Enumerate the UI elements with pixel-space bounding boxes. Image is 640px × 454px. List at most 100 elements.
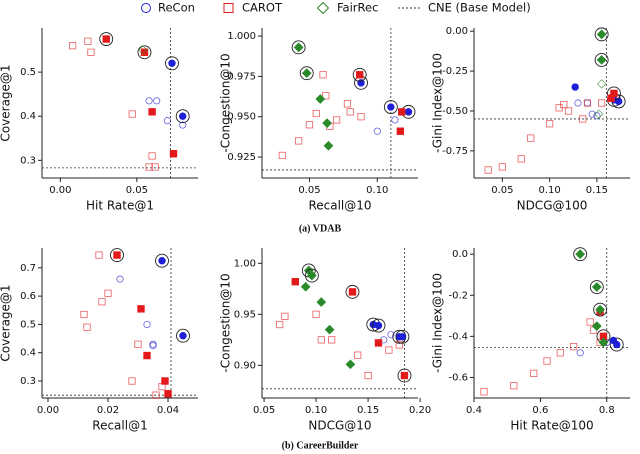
point (527, 134, 535, 142)
caption: (b) CareerBuilder (282, 440, 359, 451)
y-tick-label: 0.950 (227, 112, 256, 123)
point (333, 116, 341, 124)
panel: 0.00 0.05 0.3 0.4 0.5 Hit Rate@1 Coverage@1 (0, 28, 198, 213)
point (576, 349, 584, 357)
y-tick-label: 1.00 (234, 258, 256, 269)
point (591, 282, 602, 292)
x-tick-label: 0.00 (49, 185, 71, 196)
point (317, 336, 325, 344)
point (588, 110, 596, 118)
point (357, 113, 365, 121)
x-tick-label: 0.20 (409, 405, 431, 416)
point (301, 68, 312, 79)
y-axis-label: Coverage@1 (0, 64, 13, 141)
y-tick-label: 0.4 (20, 348, 36, 359)
point (556, 349, 564, 357)
point (322, 118, 332, 129)
point (276, 320, 284, 329)
point-ring (589, 280, 604, 294)
point-ring (137, 45, 152, 60)
caption: (a) VDAB (299, 223, 342, 234)
point-ring (304, 268, 319, 283)
panel: 0.05 0.10 0.925 0.950 0.975 1.000 Recall@10 -Co… (219, 28, 418, 213)
point (95, 251, 103, 259)
y-tick-label: -0.75 (442, 146, 468, 157)
point (364, 371, 372, 380)
x-axis-label: Recall@1 (92, 419, 147, 433)
point (517, 155, 525, 163)
point (607, 94, 615, 102)
panel: 0.05 0.10 0.15 0.20 0.90 0.95 1.00 NDCG@10 -Cong… (219, 248, 431, 433)
point-ring (165, 56, 179, 71)
y-tick-label: 0.6 (20, 291, 36, 302)
point-ring (345, 284, 360, 299)
y-tick-label: 0.4 (20, 111, 36, 122)
y-tick-label: 1.000 (227, 31, 256, 42)
point (395, 341, 403, 349)
legend-label: CNE (Base Model) (428, 1, 531, 15)
y-tick-label: 0.7 (20, 263, 36, 274)
point-ring (291, 40, 306, 55)
x-tick-label: 0.05 (491, 185, 513, 196)
point (543, 357, 551, 365)
point (312, 109, 320, 118)
point (575, 249, 586, 260)
point (348, 288, 357, 296)
x-tick-label: 0.05 (298, 185, 320, 196)
x-tick-label: 0.10 (366, 185, 388, 196)
point-ring (175, 109, 190, 124)
point (609, 336, 618, 345)
point-ring (110, 248, 124, 263)
point (179, 121, 187, 129)
y-tick-label: 0.925 (227, 152, 256, 163)
x-axis-label: Recall@10 (308, 199, 371, 213)
y-axis-label: Coverage@1 (0, 284, 13, 361)
point (128, 110, 136, 118)
point (295, 137, 303, 145)
point (312, 310, 320, 318)
x-tick-label: 0.02 (97, 405, 119, 416)
point (128, 377, 136, 385)
point-ring (594, 27, 609, 42)
point (343, 100, 352, 108)
x-tick-label: 0.6 (532, 405, 548, 416)
point (404, 108, 413, 116)
point (546, 120, 554, 128)
point (583, 99, 592, 107)
legend: ReCon CAROT FairRec CNE (Base Model) (141, 1, 531, 15)
point (594, 109, 604, 119)
point (574, 99, 582, 107)
point (148, 152, 156, 160)
point (143, 320, 151, 329)
point (373, 127, 381, 135)
y-axis-label: -Gini Index@100 (431, 53, 445, 153)
point (152, 391, 160, 399)
point-ring (99, 32, 114, 46)
point (307, 270, 317, 281)
point (583, 99, 592, 107)
y-tick-label: 0.5 (20, 319, 36, 330)
point-ring (593, 302, 608, 317)
y-tick-label: 0.95 (234, 309, 256, 320)
x-tick-label: 0.10 (539, 185, 561, 196)
point-ring (594, 52, 609, 67)
point-ring (299, 66, 314, 81)
point (374, 321, 383, 330)
point (385, 346, 393, 354)
point-ring (352, 67, 367, 82)
point (98, 298, 106, 306)
point (83, 323, 91, 331)
point-ring (383, 100, 398, 114)
y-tick-label: 0.975 (227, 71, 256, 82)
x-tick-label: 0.8 (599, 405, 615, 416)
point-ring (176, 328, 190, 343)
point (179, 332, 187, 340)
point (530, 369, 538, 377)
point (569, 343, 578, 351)
point (564, 107, 573, 115)
point (149, 342, 157, 350)
point (168, 59, 176, 67)
x-tick-label: 0.15 (586, 185, 608, 196)
x-tick-label: 0.15 (357, 405, 379, 416)
